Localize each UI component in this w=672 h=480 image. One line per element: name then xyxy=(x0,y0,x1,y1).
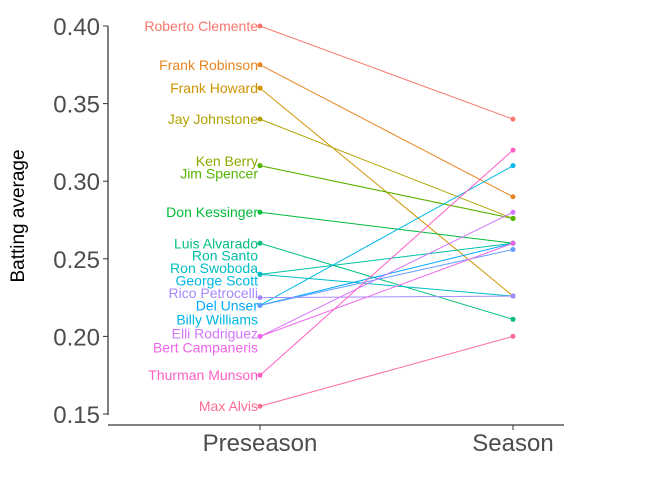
season-point xyxy=(510,209,516,215)
point-label: Jay Johnstone xyxy=(168,111,258,127)
point-label: Thurman Munson xyxy=(148,367,258,383)
preseason-point xyxy=(257,372,263,378)
point-label: Billy Williams xyxy=(176,311,258,327)
season-point xyxy=(510,316,516,322)
y-tick-label: 0.30 xyxy=(53,169,100,196)
series-points xyxy=(257,23,516,409)
series-line xyxy=(259,335,514,407)
point-label: Elli Rodriguez xyxy=(172,325,258,341)
point-label: Del Unser xyxy=(196,297,259,313)
point-label: Don Kessinger xyxy=(166,204,258,220)
series-line xyxy=(259,295,514,299)
point-label: Rico Petrocelli xyxy=(169,285,258,301)
preseason-point xyxy=(257,240,263,246)
season-point xyxy=(510,293,516,299)
season-point xyxy=(510,163,516,169)
preseason-point xyxy=(257,295,263,301)
series-line xyxy=(259,165,514,306)
y-axis: 0.15 0.20 0.25 0.30 0.35 0.40 xyxy=(53,14,109,429)
series-lines xyxy=(259,25,514,407)
x-axis: Preseason Season xyxy=(108,424,564,457)
series-line xyxy=(259,211,514,337)
series-line xyxy=(259,165,514,219)
season-point xyxy=(510,246,516,252)
point-label: Max Alvis xyxy=(199,398,258,414)
preseason-point xyxy=(257,116,263,122)
preseason-point xyxy=(257,62,263,68)
preseason-point xyxy=(257,403,263,409)
point-label: Frank Howard xyxy=(170,80,258,96)
series-line xyxy=(259,64,514,198)
preseason-point xyxy=(257,163,263,169)
x-tick-label: Season xyxy=(472,430,553,457)
series-line xyxy=(259,242,514,320)
season-point xyxy=(510,116,516,122)
series-line xyxy=(259,25,514,120)
series-line xyxy=(259,242,514,275)
series-line xyxy=(259,211,514,244)
preseason-point xyxy=(257,209,263,215)
preseason-point xyxy=(257,271,263,277)
preseason-point xyxy=(257,23,263,29)
point-label: Luis Alvarado xyxy=(174,235,258,251)
point-label: Bert Campaneris xyxy=(153,339,258,355)
series-line xyxy=(259,118,514,219)
season-point xyxy=(510,147,516,153)
point-label: Ron Swoboda xyxy=(170,260,258,276)
point-label: Ken Berry xyxy=(196,153,258,169)
season-point xyxy=(510,240,516,246)
season-point xyxy=(510,194,516,200)
y-tick-label: 0.40 xyxy=(53,14,100,41)
preseason-point xyxy=(257,333,263,339)
point-labels: Roberto Clemente Frank Robinson Frank Howa… xyxy=(144,18,258,414)
series-line xyxy=(259,273,514,297)
point-label: Ron Santo xyxy=(192,248,258,264)
season-point xyxy=(510,333,516,339)
point-label: Jim Spencer xyxy=(180,165,258,181)
y-tick-label: 0.20 xyxy=(53,324,100,351)
point-label: Roberto Clemente xyxy=(144,18,258,34)
season-point xyxy=(510,215,516,221)
y-tick-label: 0.15 xyxy=(53,402,100,429)
point-label: George Scott xyxy=(176,273,259,289)
point-label: Frank Robinson xyxy=(159,57,258,73)
y-axis-title: Batting average xyxy=(8,149,29,282)
series-line xyxy=(259,149,514,376)
series-line xyxy=(259,242,514,337)
x-tick-label: Preseason xyxy=(203,430,318,457)
preseason-point xyxy=(257,302,263,308)
y-tick-label: 0.35 xyxy=(53,92,100,119)
preseason-point xyxy=(257,85,263,91)
y-tick-label: 0.25 xyxy=(53,247,100,274)
